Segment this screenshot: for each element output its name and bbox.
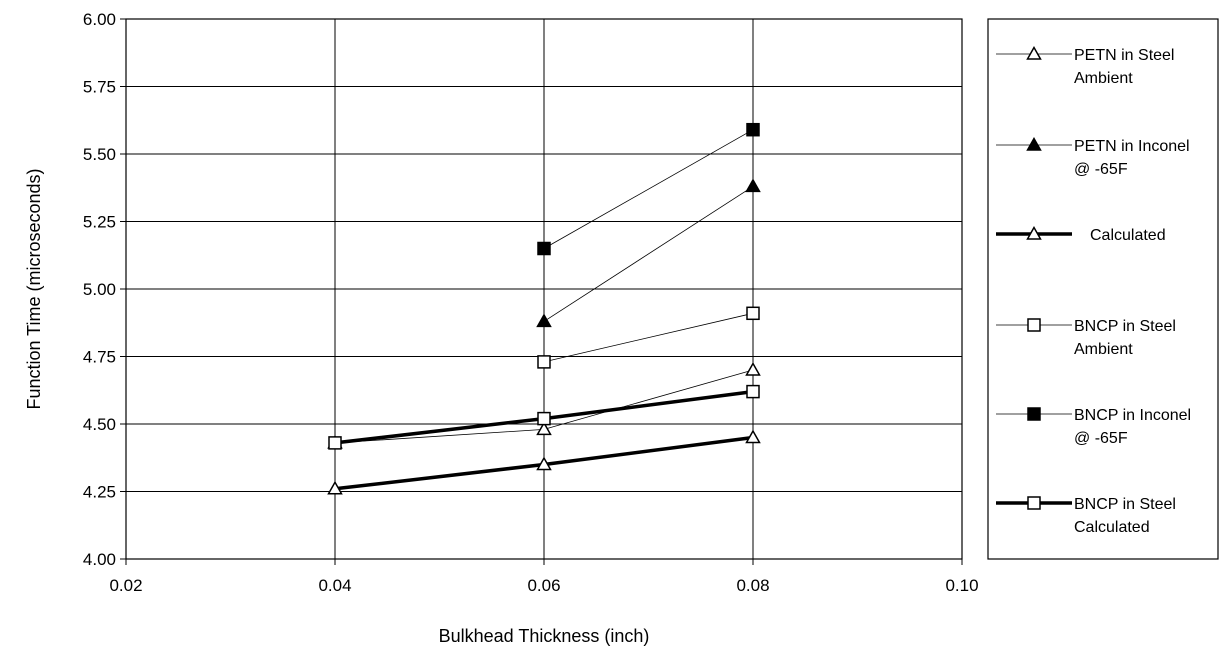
series-3 [327, 429, 761, 495]
y-tick-label: 5.00 [83, 280, 116, 299]
series-line [543, 312, 754, 363]
legend-label: Calculated [1074, 519, 1150, 536]
x-tick-label: 0.04 [318, 576, 351, 595]
x-tick-label: 0.10 [945, 576, 978, 595]
x-tick-label: 0.02 [109, 576, 142, 595]
legend-marker [1026, 225, 1042, 240]
series-4 [537, 306, 760, 369]
legend-label: BNCP in Steel [1074, 318, 1176, 335]
legend-label: Ambient [1074, 341, 1133, 358]
x-axis-label: Bulkhead Thickness (inch) [439, 626, 650, 646]
legend-label: @ -65F [1074, 161, 1128, 178]
y-tick-label: 5.75 [83, 78, 116, 97]
y-tick-label: 5.25 [83, 213, 116, 232]
gridlines [126, 19, 962, 559]
y-tick-label: 4.00 [83, 550, 116, 569]
y-axis-ticks: 4.00 4.25 4.50 4.75 5.00 5.25 5.50 5.75 6.00 [83, 10, 126, 569]
legend-label: BNCP in Steel [1074, 496, 1176, 513]
y-tick-label: 4.75 [83, 348, 116, 367]
data-point [537, 241, 551, 256]
legend-box [987, 18, 1219, 560]
data-point [746, 122, 760, 137]
y-tick-label: 5.50 [83, 145, 116, 164]
y-tick-label: 4.50 [83, 415, 116, 434]
series-5 [537, 122, 760, 256]
data-point [746, 306, 760, 321]
legend-marker [1027, 496, 1041, 510]
legend-marker [1027, 407, 1041, 421]
series-6 [328, 384, 760, 450]
y-tick-label: 4.25 [83, 483, 116, 502]
data-point [537, 355, 551, 369]
y-axis-label: Function Time (microseconds) [24, 168, 44, 409]
series-group [327, 122, 761, 495]
data-point [746, 384, 760, 399]
series-line [543, 129, 754, 249]
x-tick-label: 0.06 [527, 576, 560, 595]
series-2 [536, 178, 761, 328]
data-point [537, 411, 551, 426]
legend-entry: Calculated [996, 225, 1166, 244]
legend-marker [1026, 136, 1042, 151]
legend-label: Ambient [1074, 70, 1133, 87]
legend-entry: PETN in Steel Ambient [996, 45, 1174, 87]
legend-label: PETN in Inconel [1074, 138, 1190, 155]
legend-marker [1027, 318, 1041, 332]
legend-entry: BNCP in Steel Calculated [996, 496, 1176, 536]
legend-label: PETN in Steel [1074, 47, 1174, 64]
data-point [328, 436, 342, 450]
legend-label: BNCP in Inconel [1074, 407, 1191, 424]
series-line [543, 186, 754, 322]
legend-entry: BNCP in Steel Ambient [996, 318, 1176, 358]
data-point [745, 361, 761, 376]
legend-entry: BNCP in Inconel @ -65F [996, 407, 1191, 447]
legend-label: @ -65F [1074, 430, 1128, 447]
data-point [327, 480, 343, 495]
legend-label: Calculated [1090, 227, 1166, 244]
y-tick-label: 6.00 [83, 10, 116, 29]
data-point [536, 456, 552, 471]
data-point [745, 429, 761, 444]
data-point [536, 313, 552, 328]
data-point [745, 178, 761, 193]
x-axis-ticks: 0.02 0.04 0.06 0.08 0.10 [109, 559, 979, 595]
legend: PETN in Steel Ambient PETN in Inconel @ -65… [996, 45, 1191, 536]
legend-marker [1026, 45, 1042, 60]
x-tick-label: 0.08 [736, 576, 769, 595]
legend-entry: PETN in Inconel @ -65F [996, 136, 1190, 178]
data-point [536, 421, 552, 436]
